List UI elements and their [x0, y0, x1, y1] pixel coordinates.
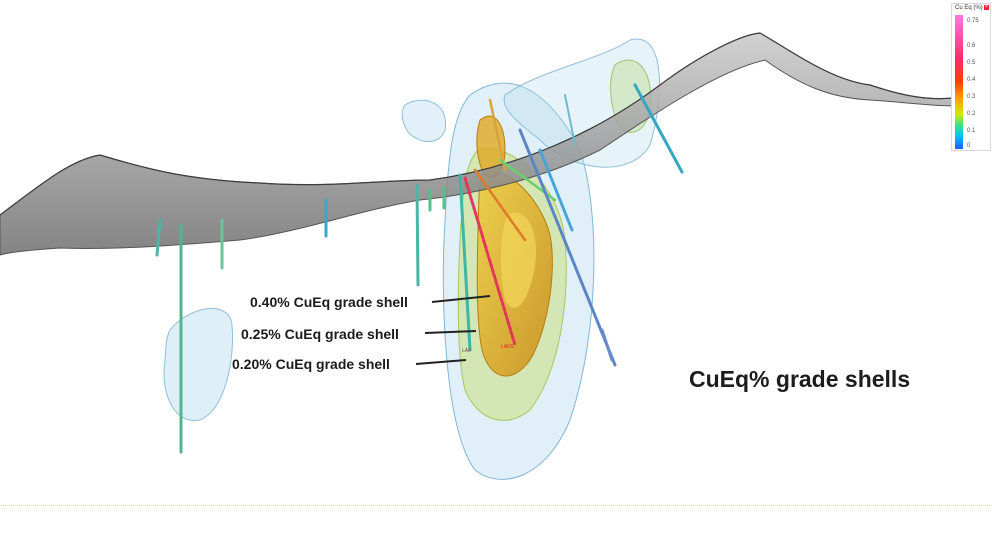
terrain-ridge-line — [0, 32, 961, 216]
legend-tick: 0.5 — [967, 60, 976, 66]
drillhole-c3 — [473, 168, 527, 242]
legend-title: Cu Eq (%) — [955, 5, 983, 11]
drillhole-c2 — [463, 176, 517, 347]
legend-tick: 0.2 — [967, 111, 976, 117]
color-legend: Cu Eq (%) × 0.75 0.6 0.5 0.4 0.3 0.2 0.1… — [951, 3, 991, 151]
legend-tick: 0.1 — [967, 128, 976, 134]
drillhole-e5 — [600, 328, 614, 362]
legend-tick: 0.6 — [967, 43, 976, 49]
drillholes — [155, 83, 684, 454]
shell-020-isolated — [163, 308, 233, 421]
bottom-divider — [0, 505, 992, 506]
leader-020 — [415, 359, 467, 365]
drillhole-label-lafs: LAFS — [501, 344, 514, 350]
legend-tick: 0 — [967, 143, 971, 149]
leader-025 — [424, 330, 477, 334]
drillhole-e3 — [633, 83, 684, 174]
shell-020-left — [401, 99, 446, 142]
drillhole-e4 — [564, 94, 576, 146]
legend-tick: 0.4 — [967, 77, 976, 83]
leader-040 — [431, 295, 491, 303]
legend-tick: 0.3 — [967, 94, 976, 100]
drillhole-w1 — [155, 218, 162, 257]
shell-040-inner — [500, 212, 536, 308]
drillhole-label-laf: LAF — [462, 348, 471, 354]
label-shell-040: 0.40% CuEq grade shell — [250, 294, 408, 310]
drillhole-c1 — [458, 173, 472, 352]
drillhole-w5 — [415, 183, 420, 287]
drillhole-c4 — [488, 98, 507, 172]
drillhole-e1 — [518, 128, 617, 367]
legend-color-ramp — [955, 15, 963, 149]
label-shell-020: 0.20% CuEq grade shell — [232, 356, 390, 372]
drillhole-e2 — [538, 148, 574, 232]
legend-tick: 0.75 — [967, 18, 979, 24]
legend-close-icon[interactable]: × — [984, 4, 989, 10]
figure-title: CuEq% grade shells — [689, 366, 911, 392]
label-shell-025: 0.25% CuEq grade shell — [241, 326, 399, 342]
